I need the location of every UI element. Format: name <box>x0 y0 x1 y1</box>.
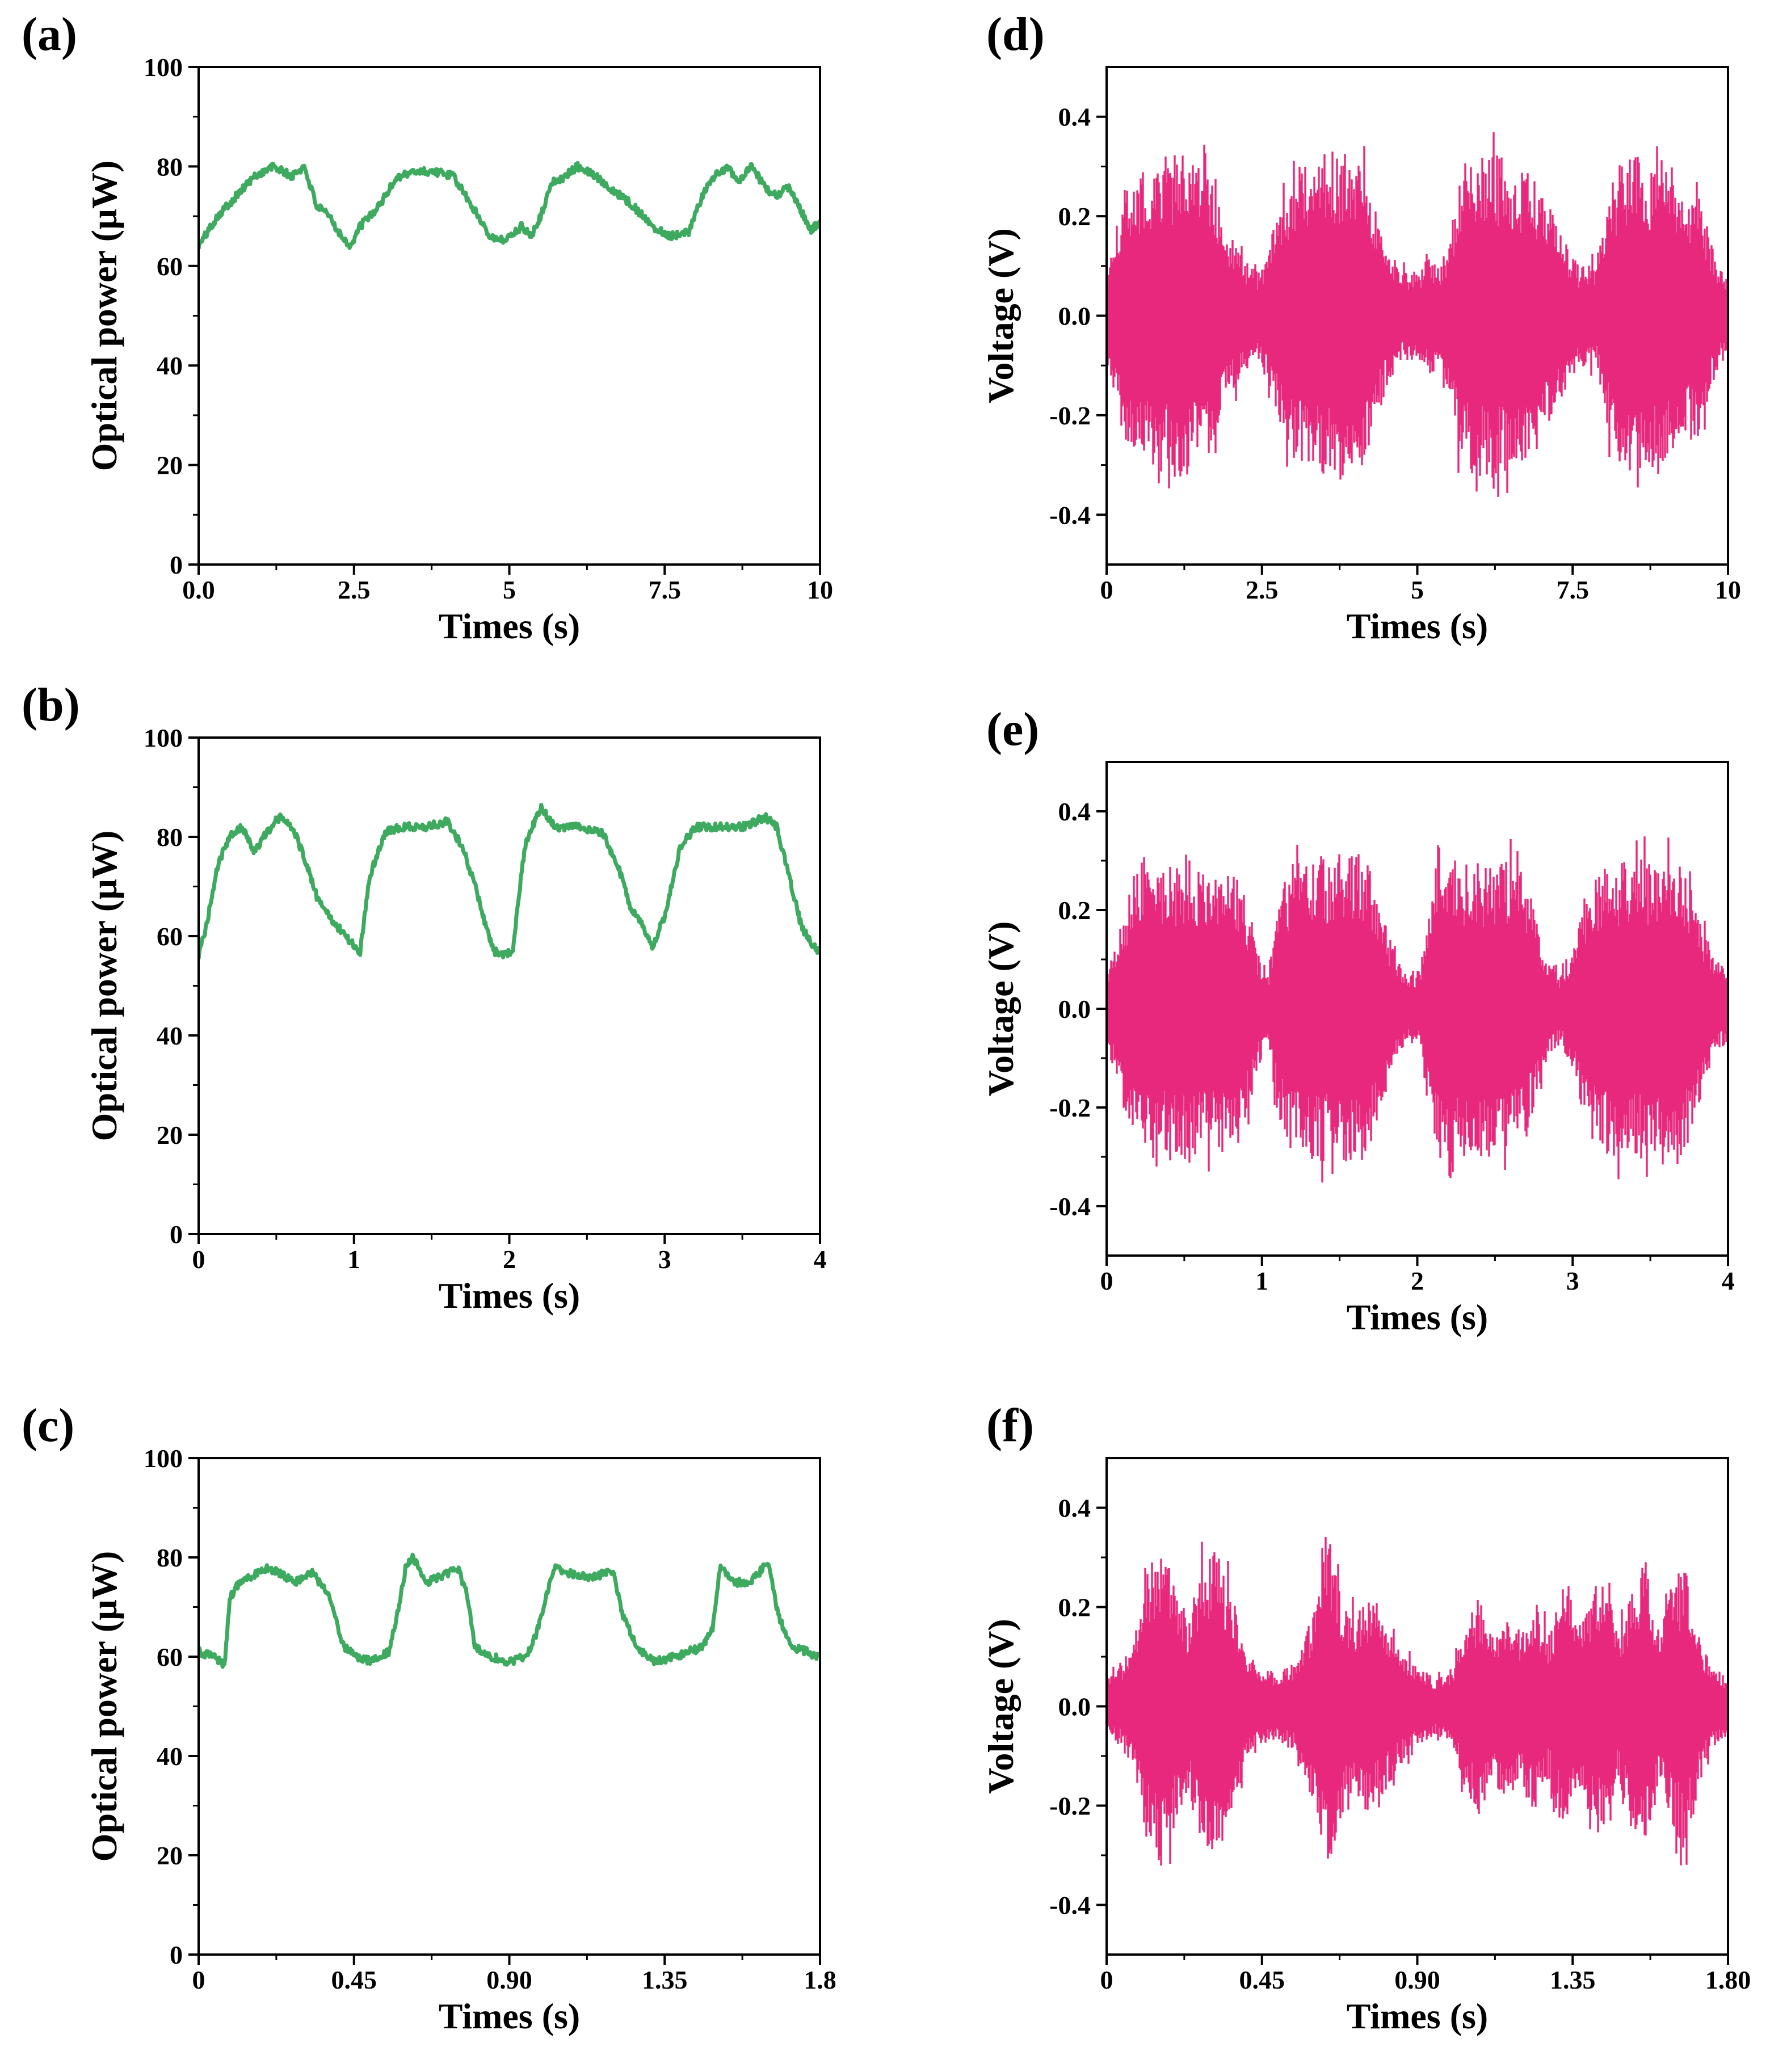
y-axis-title: Voltage (V) <box>981 921 1021 1097</box>
y-tick-label: -0.2 <box>1049 401 1091 430</box>
x-tick-label: 0 <box>192 1965 205 1994</box>
x-tick-label: 0.0 <box>182 575 215 604</box>
x-tick-label: 1.8 <box>804 1965 836 1994</box>
data-signal <box>1107 836 1728 1183</box>
panel-c: 0 0.45 0.90 1.35 1.8 0 20 40 60 80 100 Times (s) Opt… <box>22 1399 836 2036</box>
y-tick-label: 20 <box>157 1121 183 1149</box>
y-tick-label: 80 <box>157 823 183 852</box>
y-axis-title: Optical power (µW) <box>84 831 124 1142</box>
x-tick-label: 5 <box>1411 575 1424 604</box>
x-tick-label: 1.80 <box>1705 1965 1751 1994</box>
x-tick-label: 2.5 <box>1246 575 1279 604</box>
x-tick-label: 1 <box>347 1245 360 1274</box>
y-tick-label: 0.0 <box>1058 995 1091 1024</box>
y-tick-label: 0.4 <box>1058 103 1091 132</box>
x-tick-label: 7.5 <box>649 575 682 604</box>
x-axis-title: Times (s) <box>439 606 580 646</box>
y-axis-title: Optical power (µW) <box>84 161 124 471</box>
y-tick-label: 40 <box>157 351 183 380</box>
y-tick-label: 20 <box>157 1841 183 1870</box>
y-tick-label: 60 <box>157 922 183 951</box>
y-tick-label: 0.2 <box>1058 896 1091 925</box>
x-tick-label: 1 <box>1255 1266 1268 1295</box>
x-tick-label: 1.35 <box>642 1965 688 1994</box>
x-axis-title: Times (s) <box>1347 1996 1488 2036</box>
x-tick-label: 0 <box>1100 1965 1113 1994</box>
panel-label: (e) <box>986 703 1039 756</box>
x-tick-label: 0.45 <box>1239 1965 1285 1994</box>
panel-d: 0 2.5 5 7.5 10 -0.4 -0.2 0.0 0.2 0.4 Times (s) Volt… <box>981 8 1741 646</box>
data-signal <box>1107 132 1728 497</box>
x-tick-label: 5 <box>503 575 516 604</box>
y-tick-label: 0.4 <box>1058 1494 1091 1523</box>
y-tick-label: 0.0 <box>1058 1692 1091 1721</box>
x-axis-title: Times (s) <box>1347 606 1488 646</box>
y-tick-label: -0.2 <box>1049 1093 1091 1122</box>
y-tick-label: 100 <box>144 53 183 82</box>
y-axis-title: Optical power (µW) <box>84 1551 124 1862</box>
x-tick-label: 2 <box>503 1245 516 1274</box>
plot-frame <box>197 1457 821 1956</box>
x-tick-label: 0 <box>192 1245 205 1274</box>
y-tick-label: 40 <box>157 1742 183 1771</box>
x-tick-label: 0.90 <box>486 1965 532 1994</box>
y-tick-label: 0 <box>170 1940 183 1969</box>
y-tick-label: 80 <box>157 1543 183 1572</box>
y-tick-label: 60 <box>157 1643 183 1671</box>
y-tick-label: 40 <box>157 1021 183 1050</box>
panel-label: (f) <box>986 1399 1034 1452</box>
y-tick-label: 80 <box>157 152 183 181</box>
panel-label: (b) <box>22 679 80 731</box>
data-signal <box>1107 1537 1728 1866</box>
panel-label: (c) <box>22 1399 74 1452</box>
x-tick-label: 4 <box>814 1245 827 1274</box>
x-tick-label: 7.5 <box>1557 575 1590 604</box>
x-tick-label: 1.35 <box>1550 1965 1596 1994</box>
y-tick-label: 0.2 <box>1058 1593 1091 1622</box>
plot-frame <box>197 66 821 566</box>
y-tick-label: -0.4 <box>1049 1891 1091 1920</box>
y-tick-label: 20 <box>157 451 183 480</box>
x-tick-label: 3 <box>1566 1266 1579 1295</box>
y-tick-label: 100 <box>144 1444 183 1473</box>
y-tick-label: -0.4 <box>1049 1192 1091 1221</box>
x-tick-label: 3 <box>658 1245 671 1274</box>
x-tick-label: 4 <box>1722 1266 1735 1295</box>
y-tick-label: 0 <box>170 550 183 579</box>
x-axis-title: Times (s) <box>439 1996 580 2036</box>
x-axis-title: Times (s) <box>439 1275 580 1316</box>
panel-f: 0 0.45 0.90 1.35 1.80 -0.4 -0.2 0.0 0.2 0.4 Times … <box>981 1399 1751 2036</box>
x-tick-label: 10 <box>807 575 833 604</box>
x-tick-label: 0 <box>1100 575 1113 604</box>
panel-label: (d) <box>986 8 1045 61</box>
y-tick-label: -0.4 <box>1049 500 1091 529</box>
y-tick-label: 100 <box>144 723 183 752</box>
x-axis-title: Times (s) <box>1347 1297 1488 1337</box>
plot-frame <box>197 736 821 1235</box>
data-line <box>199 802 820 959</box>
data-line <box>199 161 820 250</box>
panel-e: 0 1 2 3 4 -0.4 -0.2 0.0 0.2 0.4 Times (s) Voltage (… <box>981 703 1735 1337</box>
x-tick-label: 0.45 <box>331 1965 377 1994</box>
y-axis-title: Voltage (V) <box>981 228 1021 403</box>
data-line <box>199 1552 820 1669</box>
x-tick-label: 0.90 <box>1394 1965 1440 1994</box>
y-tick-label: 0.0 <box>1058 302 1091 331</box>
panel-label: (a) <box>22 8 77 61</box>
y-tick-label: 60 <box>157 252 183 281</box>
x-tick-label: 10 <box>1715 575 1741 604</box>
x-tick-label: 0 <box>1100 1266 1113 1295</box>
y-tick-label: -0.2 <box>1049 1792 1091 1821</box>
y-axis-title: Voltage (V) <box>981 1619 1021 1794</box>
x-tick-label: 2 <box>1411 1266 1424 1295</box>
y-tick-label: 0.2 <box>1058 202 1091 231</box>
x-tick-label: 2.5 <box>338 575 371 604</box>
y-tick-label: 0.4 <box>1058 797 1091 826</box>
y-tick-label: 0 <box>170 1220 183 1249</box>
